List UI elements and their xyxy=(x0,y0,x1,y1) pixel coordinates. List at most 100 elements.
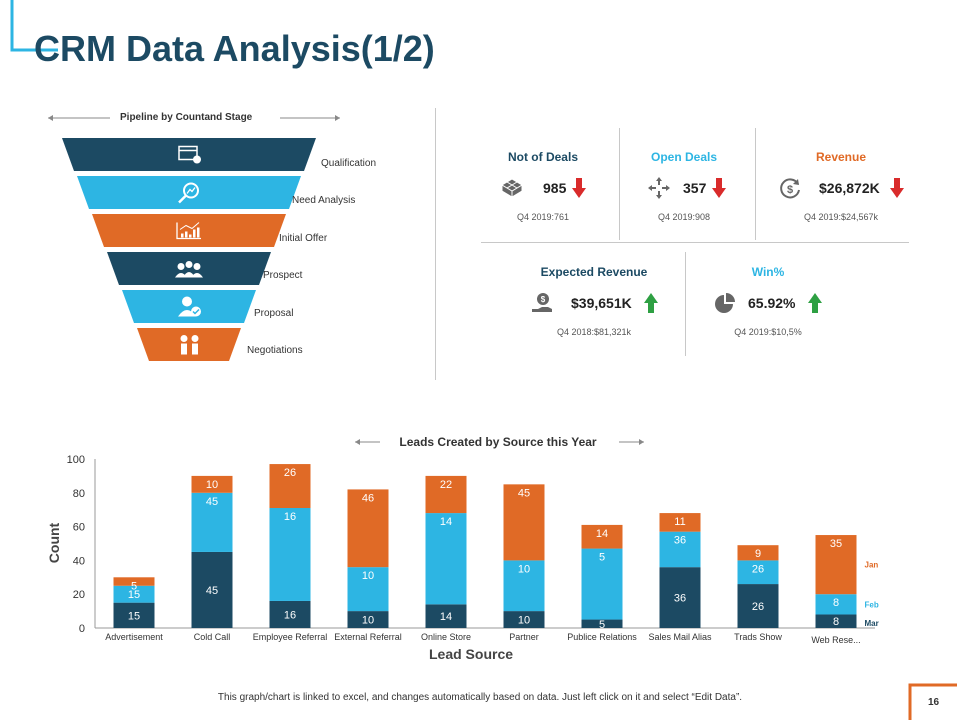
kpi-expected-revenue-value: $39,651K xyxy=(571,295,632,311)
kpi-deals-previous: Q4 2019:761 xyxy=(516,212,570,222)
bar-segment-mar xyxy=(113,602,155,628)
funnel-stage-5 xyxy=(122,290,256,323)
bar-segment-jan xyxy=(425,475,467,514)
stage-label-prospect: Prospect xyxy=(263,270,303,281)
trend-down-arrow-icon xyxy=(572,178,586,198)
kpi-divider xyxy=(481,242,909,243)
y-tick-label: 40 xyxy=(73,555,85,567)
y-tick-label: 20 xyxy=(73,589,85,601)
kpi-divider xyxy=(755,128,756,240)
bar-data-label: 46 xyxy=(362,492,374,504)
legend-label-mar: Mar xyxy=(865,619,879,628)
bar-segment-jan xyxy=(113,577,155,586)
bar-segment-feb xyxy=(347,567,389,612)
x-tick-label: Cold Call xyxy=(194,632,231,642)
bar-segment-mar xyxy=(815,614,857,628)
bar-data-label: 26 xyxy=(284,467,296,479)
x-tick-label: Employee Referral xyxy=(253,632,328,642)
bar-data-label: 35 xyxy=(830,538,842,550)
x-tick-label: Online Store xyxy=(421,632,471,642)
bar-segment-mar xyxy=(191,551,233,628)
y-tick-label: 80 xyxy=(73,488,85,500)
bar-segment-jan xyxy=(191,475,233,493)
bar-data-label: 9 xyxy=(755,548,761,560)
bar-segment-jan xyxy=(347,489,389,568)
dollar-cycle-icon: $ xyxy=(780,178,800,199)
y-tick-label: 100 xyxy=(67,454,85,466)
chart-title-arrowhead-left xyxy=(355,439,360,445)
stage-label-proposal: Proposal xyxy=(254,308,294,319)
x-tick-label: Trads Show xyxy=(734,632,782,642)
trend-down-arrow-icon xyxy=(712,178,726,198)
x-tick-label: Publice Relations xyxy=(567,632,637,642)
bar-data-label: 22 xyxy=(440,479,452,491)
trend-up-arrow-icon xyxy=(644,293,658,313)
bar-data-label: 10 xyxy=(206,479,218,491)
bar-data-label: 14 xyxy=(440,516,452,528)
kpi-win-previous: Q4 2019:$10,5% xyxy=(734,327,802,337)
x-tick-label: Sales Mail Alias xyxy=(648,632,712,642)
bar-segment-jan xyxy=(737,545,779,561)
funnel-stage-1 xyxy=(62,138,316,171)
kpi-expected-revenue-title: Expected Revenue xyxy=(540,265,648,279)
bar-data-label: 14 xyxy=(440,611,452,623)
corner-bracket-top-left xyxy=(10,0,58,52)
bar-data-label: 14 xyxy=(596,528,608,540)
section-divider xyxy=(435,108,436,380)
people-group-icon xyxy=(175,261,203,278)
bar-segment-mar xyxy=(659,567,701,628)
funnel-stage-6 xyxy=(137,328,241,361)
legend-label-feb: Feb xyxy=(865,600,879,609)
bar-segment-jan xyxy=(503,484,545,561)
x-axis-title: Lead Source xyxy=(429,646,513,662)
y-tick-label: 0 xyxy=(79,623,85,635)
stage-label-qualification: Qualification xyxy=(321,158,377,169)
stage-label-need-analysis: Need Analysis xyxy=(292,195,356,206)
x-tick-label: Advertisement xyxy=(105,632,163,642)
bar-segment-feb xyxy=(191,492,233,552)
kpi-open-deals-value: 357 xyxy=(683,180,707,196)
kpi-deals-title: Not of Deals xyxy=(507,150,578,164)
bar-segment-feb xyxy=(425,513,467,605)
bar-data-label: 8 xyxy=(833,616,839,628)
bar-data-label: 15 xyxy=(128,610,140,622)
money-hand-icon: $ xyxy=(532,293,552,312)
bar-data-label: 45 xyxy=(518,487,530,499)
bar-data-label: 45 xyxy=(206,496,218,508)
credit-card-icon xyxy=(178,145,201,164)
svg-text:$: $ xyxy=(787,184,793,196)
bar-data-label: 10 xyxy=(362,615,374,627)
pie-icon xyxy=(715,293,735,313)
bar-segment-mar xyxy=(503,611,545,628)
bar-segment-feb xyxy=(113,585,155,603)
people-talk-icon xyxy=(180,335,199,355)
page-number: 16 xyxy=(928,697,940,708)
bar-segment-feb xyxy=(659,531,701,568)
bar-chart-icon xyxy=(176,222,201,240)
bar-segment-feb xyxy=(269,508,311,601)
bar-segment-mar xyxy=(425,604,467,628)
stage-label-initial-offer: Initial Offer xyxy=(279,233,328,244)
pipeline-title-arrows xyxy=(48,115,340,121)
kpi-open-deals-previous: Q4 2019:908 xyxy=(657,212,711,222)
bar-data-label: 26 xyxy=(752,563,764,575)
bar-segment-mar xyxy=(347,611,389,628)
bar-data-label: 8 xyxy=(833,597,839,609)
kpi-deals-value: 985 xyxy=(543,180,567,196)
y-tick-label: 60 xyxy=(73,522,85,534)
bar-segment-jan xyxy=(815,535,857,595)
kpi-divider xyxy=(685,252,686,356)
kpi-open-deals-title: Open Deals xyxy=(650,150,718,164)
x-tick-label: Partner xyxy=(509,632,539,642)
kpi-win-title: Win% xyxy=(751,265,785,279)
bar-segment-mar xyxy=(581,619,623,628)
kpi-revenue-title: Revenue xyxy=(815,150,867,164)
funnel-stage-2 xyxy=(77,176,301,209)
kpi-revenue-value: $26,872K xyxy=(819,180,880,196)
bar-data-label: 5 xyxy=(599,552,605,564)
bar-segment-mar xyxy=(737,584,779,628)
cubes-icon xyxy=(501,178,523,198)
bar-data-label: 5 xyxy=(599,619,605,631)
bar-data-label: 10 xyxy=(518,615,530,627)
stage-label-negotiations: Negotiations xyxy=(247,345,303,356)
